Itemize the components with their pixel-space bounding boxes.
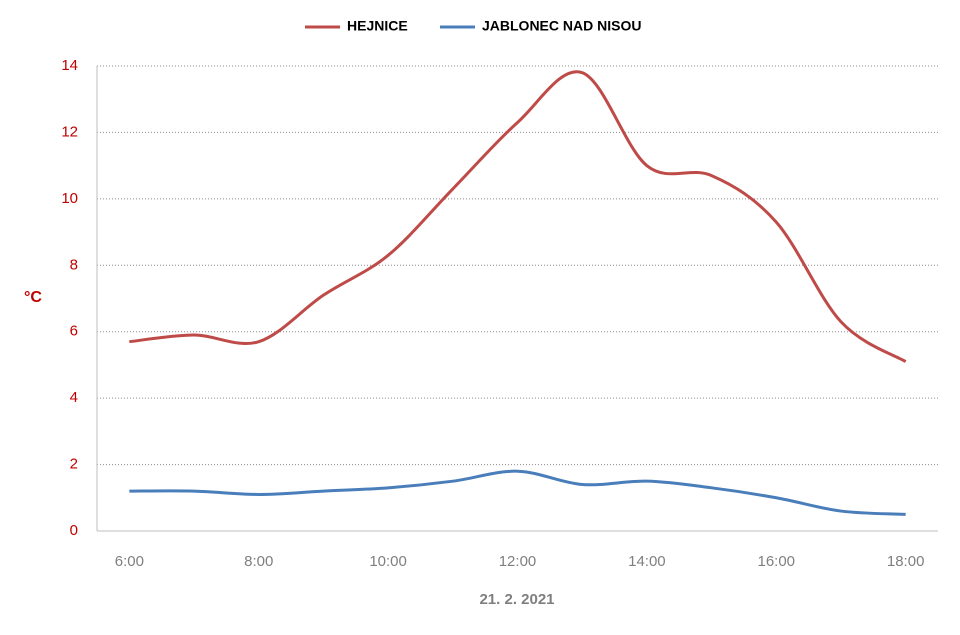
y-tick-label: 0: [70, 522, 78, 539]
line: [129, 70, 907, 363]
y-axis-label: °C: [24, 289, 42, 306]
x-tick-label: 10:00: [369, 553, 407, 570]
y-tick-label: 12: [61, 123, 78, 140]
x-tick-label: 14:00: [628, 553, 666, 570]
y-tick-label: 10: [61, 190, 78, 207]
legend-label: JABLONEC NAD NISOU: [482, 18, 641, 34]
y-tick-label: 6: [70, 323, 78, 340]
y-tick-label: 8: [70, 256, 78, 273]
y-tick-label: 2: [70, 456, 78, 473]
line: [129, 469, 906, 516]
x-axis-label: 21. 2. 2021: [479, 591, 554, 608]
x-tick-label: 6:00: [115, 553, 144, 570]
legend-label: HEJNICE: [347, 18, 408, 34]
x-tick-label: 12:00: [499, 553, 537, 570]
x-tick-label: 18:00: [887, 553, 925, 570]
x-tick-label: 8:00: [244, 553, 273, 570]
x-tick-label: 16:00: [757, 553, 795, 570]
y-tick-label: 14: [61, 57, 78, 74]
y-tick-label: 4: [70, 389, 78, 406]
